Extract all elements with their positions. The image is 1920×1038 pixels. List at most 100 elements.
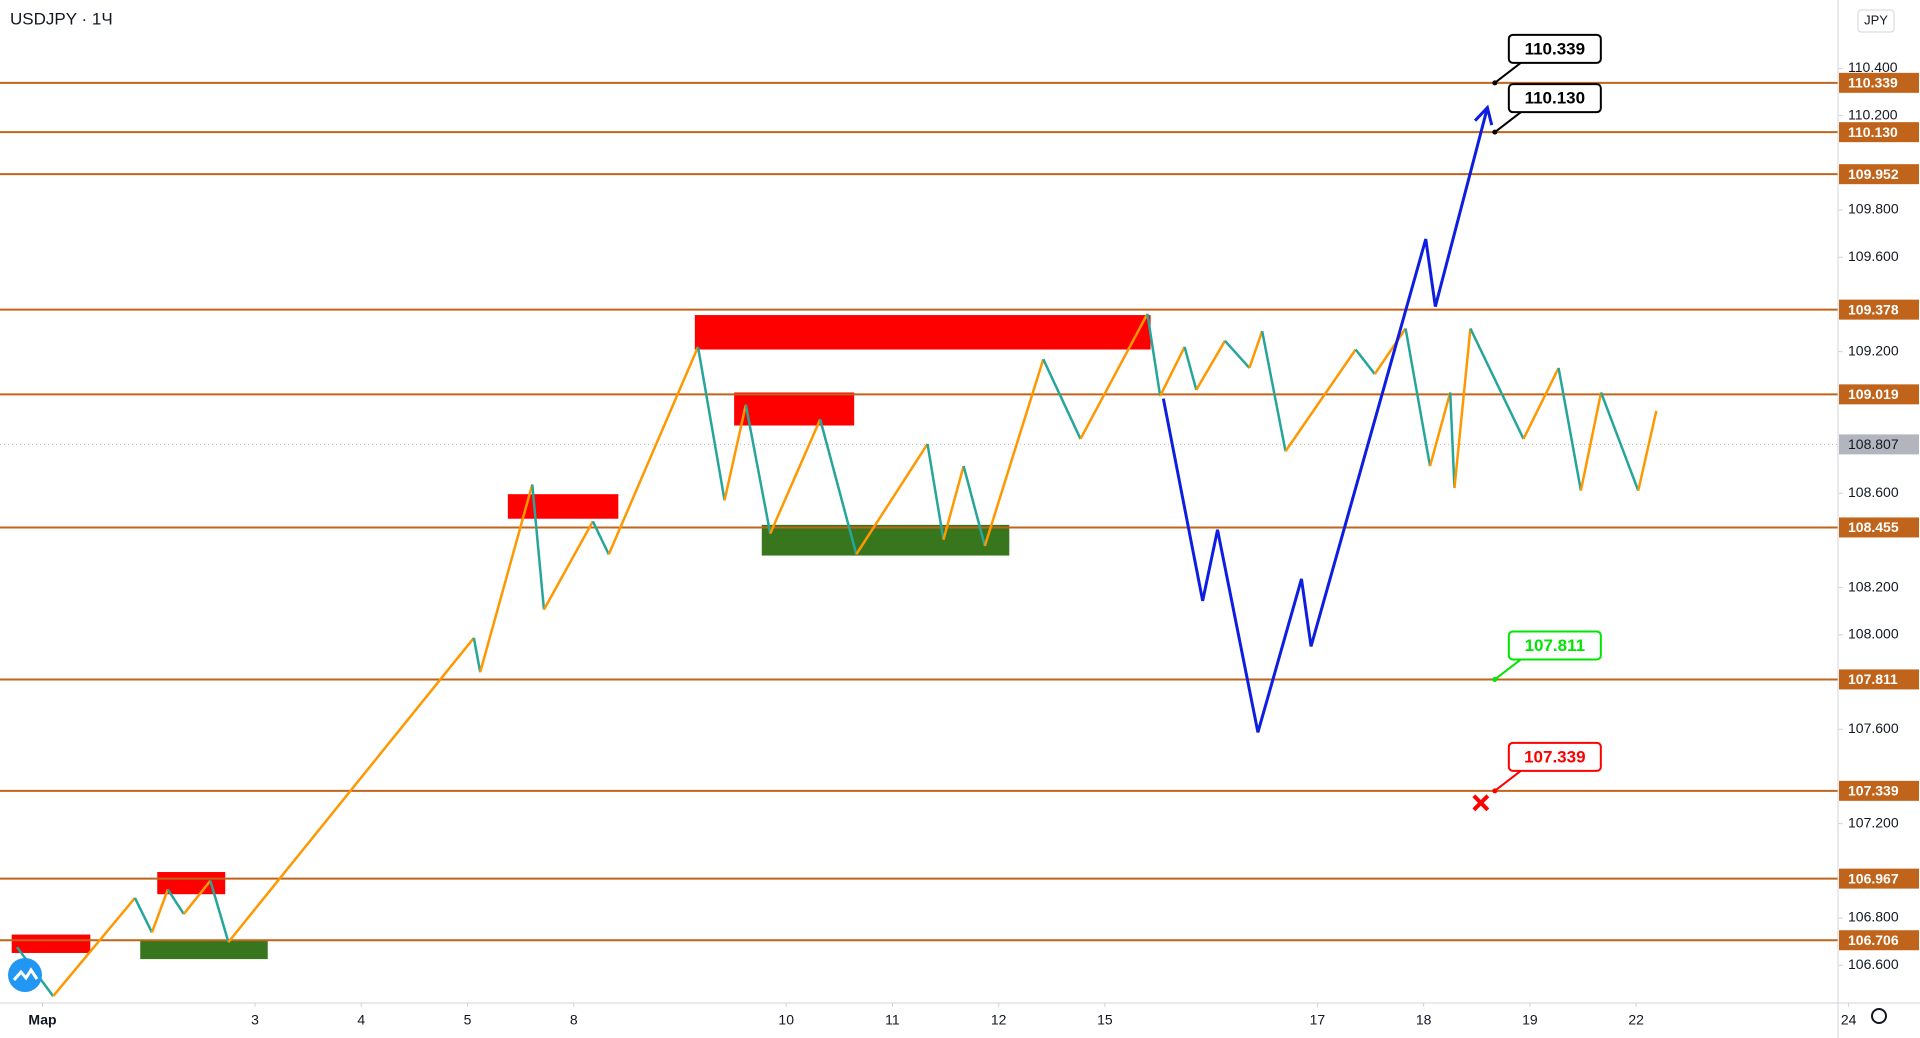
zone — [157, 872, 226, 895]
zigzag-segment — [133, 897, 154, 933]
settings-icon[interactable] — [1871, 1008, 1887, 1024]
zone — [11, 934, 91, 953]
x-tick-label: 10 — [778, 1012, 794, 1028]
last-price-box — [1839, 434, 1919, 455]
level-price-box — [1839, 780, 1919, 801]
x-tick-label: 17 — [1310, 1012, 1326, 1028]
callout-pointer — [1494, 770, 1522, 792]
zigzag-segment — [591, 520, 610, 555]
y-tick-label: 107.600 — [1848, 720, 1899, 736]
level-price-label: 107.811 — [1848, 671, 1898, 687]
level-price-label: 107.339 — [1848, 783, 1899, 799]
zigzag-segment — [1522, 367, 1560, 440]
plot-area — [0, 81, 1838, 997]
zigzag-segment — [1260, 330, 1287, 452]
zigzag-segment — [227, 637, 475, 943]
zigzag-segment — [696, 346, 726, 501]
zigzag-segment — [479, 484, 534, 673]
zigzag-segment — [607, 346, 700, 555]
zigzag-segment — [182, 879, 212, 915]
stop-mark — [1472, 794, 1490, 812]
currency[interactable]: JPY — [1864, 12, 1888, 27]
zigzag-segment — [52, 897, 136, 997]
zone — [694, 315, 1151, 350]
level-price-box — [1839, 517, 1919, 538]
callout-label: 110.130 — [1525, 89, 1586, 108]
y-tick-label: 110.200 — [1848, 106, 1898, 122]
symbol-title: USDJPY · 1Ч — [10, 9, 113, 28]
gear[interactable] — [1871, 1008, 1887, 1024]
level-price-label: 109.952 — [1848, 166, 1899, 182]
x-tick-label: 8 — [570, 1012, 578, 1028]
zigzag-segment — [1453, 328, 1472, 489]
callout-label: 107.811 — [1525, 636, 1586, 655]
zigzag-segment — [1042, 358, 1082, 440]
zone — [734, 392, 855, 426]
zigzag-segment — [542, 520, 594, 611]
zigzag-segment — [531, 484, 546, 610]
callout-box — [1507, 741, 1602, 772]
zigzag-segment — [1599, 392, 1640, 492]
level-price-box — [1839, 669, 1919, 690]
zigzag-segment — [1183, 346, 1198, 391]
zigzag-segment — [1373, 327, 1407, 375]
zigzag-segment — [1159, 346, 1186, 397]
x-tick-label: 12 — [991, 1012, 1007, 1028]
level-price-box — [1839, 122, 1919, 143]
callout-label: 107.339 — [1524, 747, 1585, 766]
level-price-label: 110.339 — [1848, 75, 1898, 91]
x-tick-label: 15 — [1097, 1012, 1113, 1028]
x-tick-label: 24 — [1841, 1012, 1857, 1028]
projection-arrowhead — [1473, 104, 1494, 126]
level-price-label: 109.378 — [1848, 301, 1899, 317]
y-tick-label: 109.200 — [1848, 342, 1899, 358]
zigzag-segment — [1448, 392, 1456, 489]
callout-pointer — [1494, 111, 1522, 133]
y-tick-label: 108.000 — [1848, 626, 1899, 642]
logo[interactable] — [8, 958, 42, 992]
level-price-label: 109.019 — [1848, 386, 1899, 402]
y-tick-label: 108.200 — [1848, 578, 1899, 594]
x-tick-label: 18 — [1416, 1012, 1432, 1028]
zigzag-segment — [769, 418, 822, 535]
x-tick-label: 5 — [464, 1012, 472, 1028]
level-price-box — [1839, 384, 1919, 405]
zigzag-segment — [1579, 392, 1603, 491]
zone — [761, 524, 1010, 556]
x-tick-label: 19 — [1522, 1012, 1538, 1028]
currency-box[interactable] — [1857, 9, 1895, 33]
zigzag-segment — [1248, 330, 1264, 369]
x-tick-label: 3 — [251, 1012, 259, 1028]
zigzag-segment — [209, 880, 230, 943]
projection-line — [1161, 107, 1489, 733]
zigzag-segment — [855, 443, 929, 556]
zigzag-segment — [962, 465, 987, 547]
zigzag-segment — [1428, 392, 1452, 467]
zigzag-segment — [983, 358, 1045, 547]
level-price-label: 108.455 — [1848, 519, 1899, 535]
level-price-box — [1839, 299, 1919, 320]
zigzag-segment — [926, 443, 945, 540]
level-price-box — [1839, 930, 1919, 951]
zigzag-segment — [1079, 313, 1149, 440]
last-price-label: 108.807 — [1848, 436, 1899, 452]
zone — [140, 940, 268, 960]
x-tick-label: Мар — [28, 1012, 56, 1028]
logo-mark — [12, 967, 39, 981]
y-tick-label: 106.800 — [1848, 909, 1899, 925]
level-price-label: 110.130 — [1848, 124, 1898, 140]
x-tick-label: 22 — [1628, 1012, 1644, 1028]
zigzag-segment — [1146, 313, 1162, 397]
x-tick-label: 4 — [357, 1012, 365, 1028]
zigzag-segment — [1195, 340, 1227, 391]
y-tick-label: 109.800 — [1848, 201, 1899, 217]
level-price-box — [1839, 868, 1919, 889]
zigzag-segment — [723, 404, 748, 501]
callout-pointer — [1494, 62, 1522, 84]
callout-pointer — [1494, 658, 1522, 681]
level-price-label: 106.706 — [1848, 932, 1899, 948]
zigzag-segment — [942, 465, 965, 541]
zigzag-segment — [472, 637, 482, 673]
y-tick-label: 109.600 — [1848, 248, 1899, 264]
